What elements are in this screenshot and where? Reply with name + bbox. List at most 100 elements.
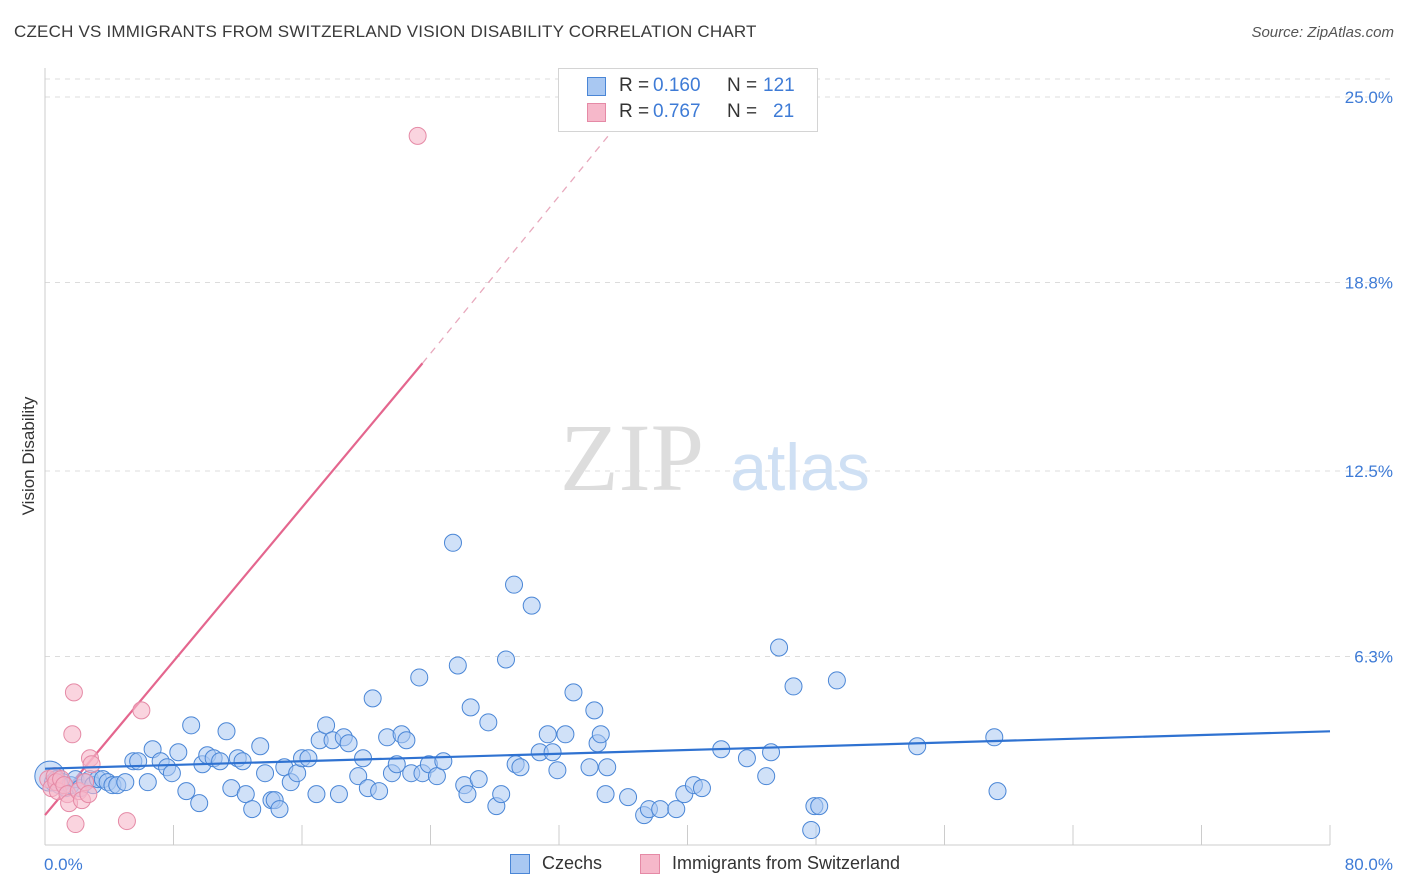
data-point-czechs	[370, 782, 389, 801]
data-point-czechs	[770, 638, 789, 657]
stats-legend: R = 0.160 N = 121 R = 0.767 N = 21	[558, 68, 818, 132]
data-point-czechs	[443, 533, 462, 552]
bottom-legend-swatch-czechs	[510, 854, 530, 874]
y-tick-label: 6.3%	[1354, 647, 1393, 666]
data-point-czechs	[469, 770, 488, 789]
y-tick-label: 18.8%	[1345, 273, 1393, 292]
trendline-swiss	[44, 87, 648, 816]
data-point-czechs	[329, 785, 348, 804]
legend-n-label: N =	[727, 101, 758, 122]
data-point-czechs	[448, 656, 467, 675]
data-point-czechs	[651, 800, 670, 819]
data-point-czechs	[522, 596, 541, 615]
trendline-czechs	[44, 730, 1331, 770]
data-point-czechs	[556, 725, 575, 744]
axes	[44, 68, 1331, 846]
data-point-czechs	[299, 749, 318, 768]
data-point-czechs	[511, 758, 530, 777]
data-point-czechs	[317, 716, 336, 735]
data-point-czechs	[243, 800, 262, 819]
data-point-czechs	[397, 731, 416, 750]
data-point-czechs	[251, 737, 270, 756]
data-point-czechs	[307, 785, 326, 804]
data-point-czechs	[256, 764, 275, 783]
data-point-czechs	[538, 725, 557, 744]
trendline-swiss-solid	[44, 362, 424, 816]
data-point-czechs	[211, 752, 230, 771]
data-point-czechs	[363, 689, 382, 708]
data-point-czechs	[784, 677, 803, 696]
data-point-czechs	[598, 758, 617, 777]
data-point-czechs	[427, 767, 446, 786]
legend-n-value: 121	[763, 75, 795, 96]
data-point-czechs	[410, 668, 429, 687]
data-point-czechs	[378, 728, 397, 747]
data-point-swiss	[64, 683, 83, 702]
gridlines	[45, 78, 1392, 657]
x-tick-label: 0.0%	[44, 855, 83, 874]
legend-r-value: 0.160	[653, 75, 701, 96]
data-point-czechs	[596, 785, 615, 804]
data-point-czechs	[162, 764, 181, 783]
data-point-czechs	[387, 755, 406, 774]
data-point-czechs	[288, 764, 307, 783]
data-point-czechs	[339, 734, 358, 753]
data-point-czechs	[985, 728, 1004, 747]
watermark: ZIP atlas	[560, 404, 870, 511]
y-tick-label: 12.5%	[1345, 462, 1393, 481]
data-point-czechs	[492, 785, 511, 804]
legend-swatch-czechs	[587, 77, 606, 96]
data-point-czechs	[564, 683, 583, 702]
data-point-swiss	[82, 755, 101, 774]
data-point-czechs	[591, 725, 610, 744]
watermark-zip: ZIP	[560, 404, 704, 511]
data-point-czechs	[349, 767, 368, 786]
data-point-czechs	[138, 773, 157, 792]
data-point-czechs	[667, 800, 686, 819]
source-label: Source: ZipAtlas.com	[1251, 24, 1394, 41]
data-point-czechs	[458, 785, 477, 804]
series-swiss	[39, 126, 427, 834]
data-point-czechs	[116, 773, 135, 792]
legend-r-label: R =	[619, 75, 650, 96]
data-point-czechs	[619, 788, 638, 807]
y-axis-title: Vision Disability	[19, 396, 38, 515]
data-point-czechs	[236, 785, 255, 804]
x-tick-label: 80.0%	[1345, 855, 1393, 874]
data-point-czechs	[496, 650, 515, 669]
data-point-czechs	[737, 749, 756, 768]
axis-labels: 6.3% 12.5% 18.8% 25.0% 0.0% 80.0% Vision Disab…	[19, 88, 1393, 874]
data-point-swiss	[79, 785, 98, 804]
data-point-czechs	[692, 779, 711, 798]
data-point-czechs	[762, 743, 781, 762]
data-point-czechs	[479, 713, 498, 732]
watermark-atlas: atlas	[730, 430, 869, 504]
data-point-czechs	[908, 737, 927, 756]
chart-title: CZECH VS IMMIGRANTS FROM SWITZERLAND VIS…	[14, 22, 757, 41]
data-point-swiss	[132, 701, 151, 720]
data-point-czechs	[177, 782, 196, 801]
data-point-swiss	[63, 725, 82, 744]
data-point-czechs	[810, 797, 829, 816]
data-point-czechs	[580, 758, 599, 777]
data-point-swiss	[117, 812, 136, 831]
data-point-czechs	[548, 761, 567, 780]
data-point-czechs	[505, 575, 524, 594]
data-point-czechs	[217, 722, 236, 741]
y-tick-label: 25.0%	[1345, 88, 1393, 107]
trendline-czechs-line	[44, 730, 1331, 770]
data-point-czechs	[757, 767, 776, 786]
data-point-czechs	[585, 701, 604, 720]
legend-r-label: R =	[619, 101, 650, 122]
bottom-legend-label-czechs: Czechs	[542, 853, 603, 873]
bottom-legend-label-swiss: Immigrants from Switzerland	[672, 853, 901, 873]
data-point-czechs	[434, 752, 453, 771]
data-point-czechs	[182, 716, 201, 735]
data-point-czechs	[190, 794, 209, 813]
data-point-swiss	[66, 815, 85, 834]
legend-n-label: N =	[727, 75, 758, 96]
legend-swatch-swiss	[587, 103, 606, 122]
data-point-czechs	[233, 752, 252, 771]
legend-n-value: 21	[773, 101, 795, 122]
